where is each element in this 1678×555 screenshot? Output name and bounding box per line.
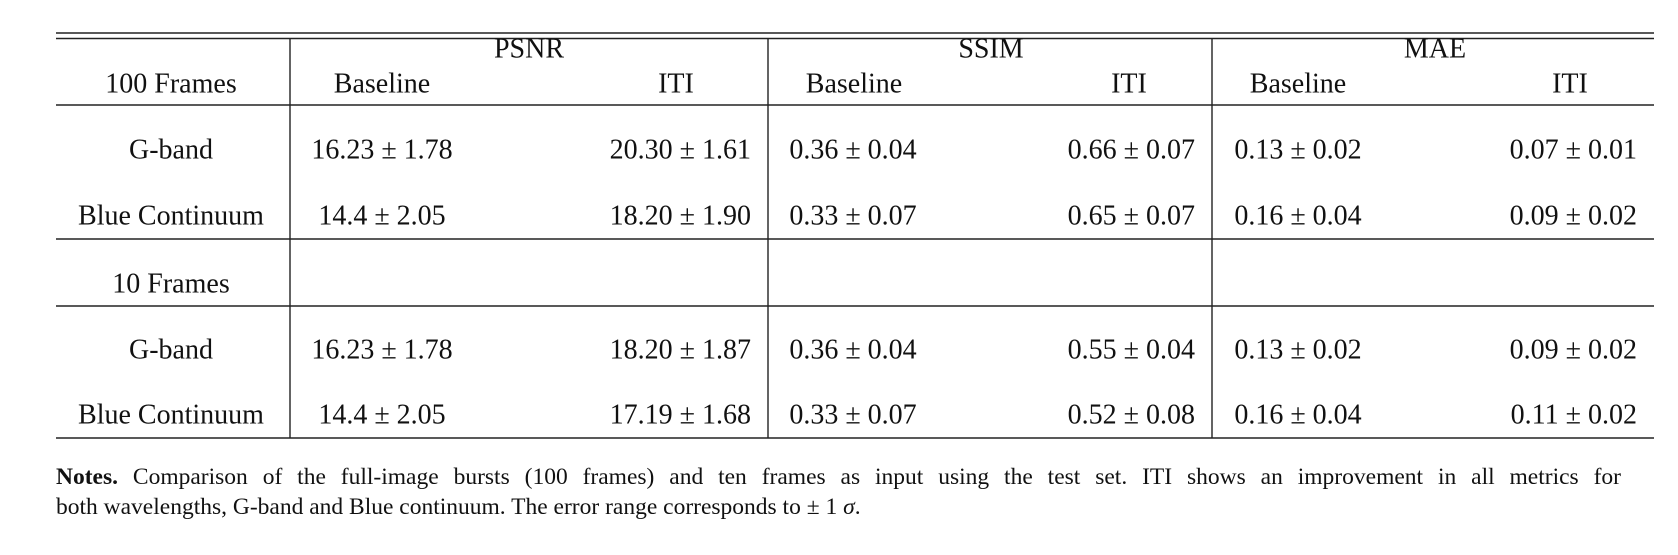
notes-end: . [854, 494, 861, 520]
notes-text: Comparison of the full-image bursts (100… [132, 464, 1622, 490]
row-label: Blue Continuum [78, 399, 264, 430]
cell: 0.16 ± 0.04 [1234, 399, 1361, 430]
cell: 14.4 ± 2.05 [318, 200, 445, 231]
cell: 0.09 ± 0.02 [1510, 334, 1637, 365]
cell: 0.09 ± 0.02 [1510, 200, 1637, 231]
cell: 0.65 ± 0.07 [1068, 200, 1195, 231]
row-label: G-band [129, 334, 213, 365]
cell: 0.33 ± 0.07 [789, 399, 916, 430]
column-header: Baseline [334, 68, 430, 99]
row-label: Blue Continuum [78, 200, 264, 231]
cell: 0.55 ± 0.04 [1068, 334, 1195, 365]
cell: 0.33 ± 0.07 [789, 200, 916, 231]
notes: Notes. Comparison of the full-image burs… [56, 462, 1621, 522]
cell: 20.30 ± 1.61 [610, 134, 751, 165]
notes-symbol: σ [843, 494, 855, 520]
cell: 0.13 ± 0.02 [1234, 334, 1361, 365]
group-header: MAE [1404, 33, 1466, 64]
cell: 18.20 ± 1.87 [610, 334, 751, 365]
cell: 0.11 ± 0.02 [1511, 399, 1637, 430]
row-header: 100 Frames [105, 68, 236, 99]
column-header: Baseline [806, 68, 902, 99]
cell: 0.66 ± 0.07 [1068, 134, 1195, 165]
cell: 0.07 ± 0.01 [1510, 134, 1637, 165]
cell: 18.20 ± 1.90 [610, 200, 751, 231]
cell: 0.13 ± 0.02 [1234, 134, 1361, 165]
cell: 16.23 ± 1.78 [311, 134, 452, 165]
section-label: 10 Frames [112, 268, 229, 299]
column-header: ITI [1552, 68, 1588, 99]
column-header: ITI [658, 68, 694, 99]
results-table: 100 Frames PSNR SSIM MAE Baseline ITI Baselin… [56, 32, 1654, 439]
column-header: ITI [1111, 68, 1147, 99]
notes-line: Notes. Comparison of the full-image burs… [56, 462, 1621, 492]
column-header: Baseline [1250, 68, 1346, 99]
cell: 0.52 ± 0.08 [1068, 399, 1195, 430]
group-header: SSIM [958, 33, 1023, 64]
notes-label: Notes. [56, 464, 118, 490]
row-label: G-band [129, 134, 213, 165]
cell: 14.4 ± 2.05 [318, 399, 445, 430]
cell: 0.36 ± 0.04 [789, 134, 916, 165]
cell: 16.23 ± 1.78 [311, 334, 452, 365]
group-header: PSNR [494, 33, 564, 64]
cell: 0.36 ± 0.04 [789, 334, 916, 365]
cell: 17.19 ± 1.68 [610, 399, 751, 430]
notes-line: both wavelengths, G-band and Blue contin… [56, 492, 1621, 522]
notes-text: both wavelengths, G-band and Blue contin… [56, 494, 838, 520]
cell: 0.16 ± 0.04 [1234, 200, 1361, 231]
